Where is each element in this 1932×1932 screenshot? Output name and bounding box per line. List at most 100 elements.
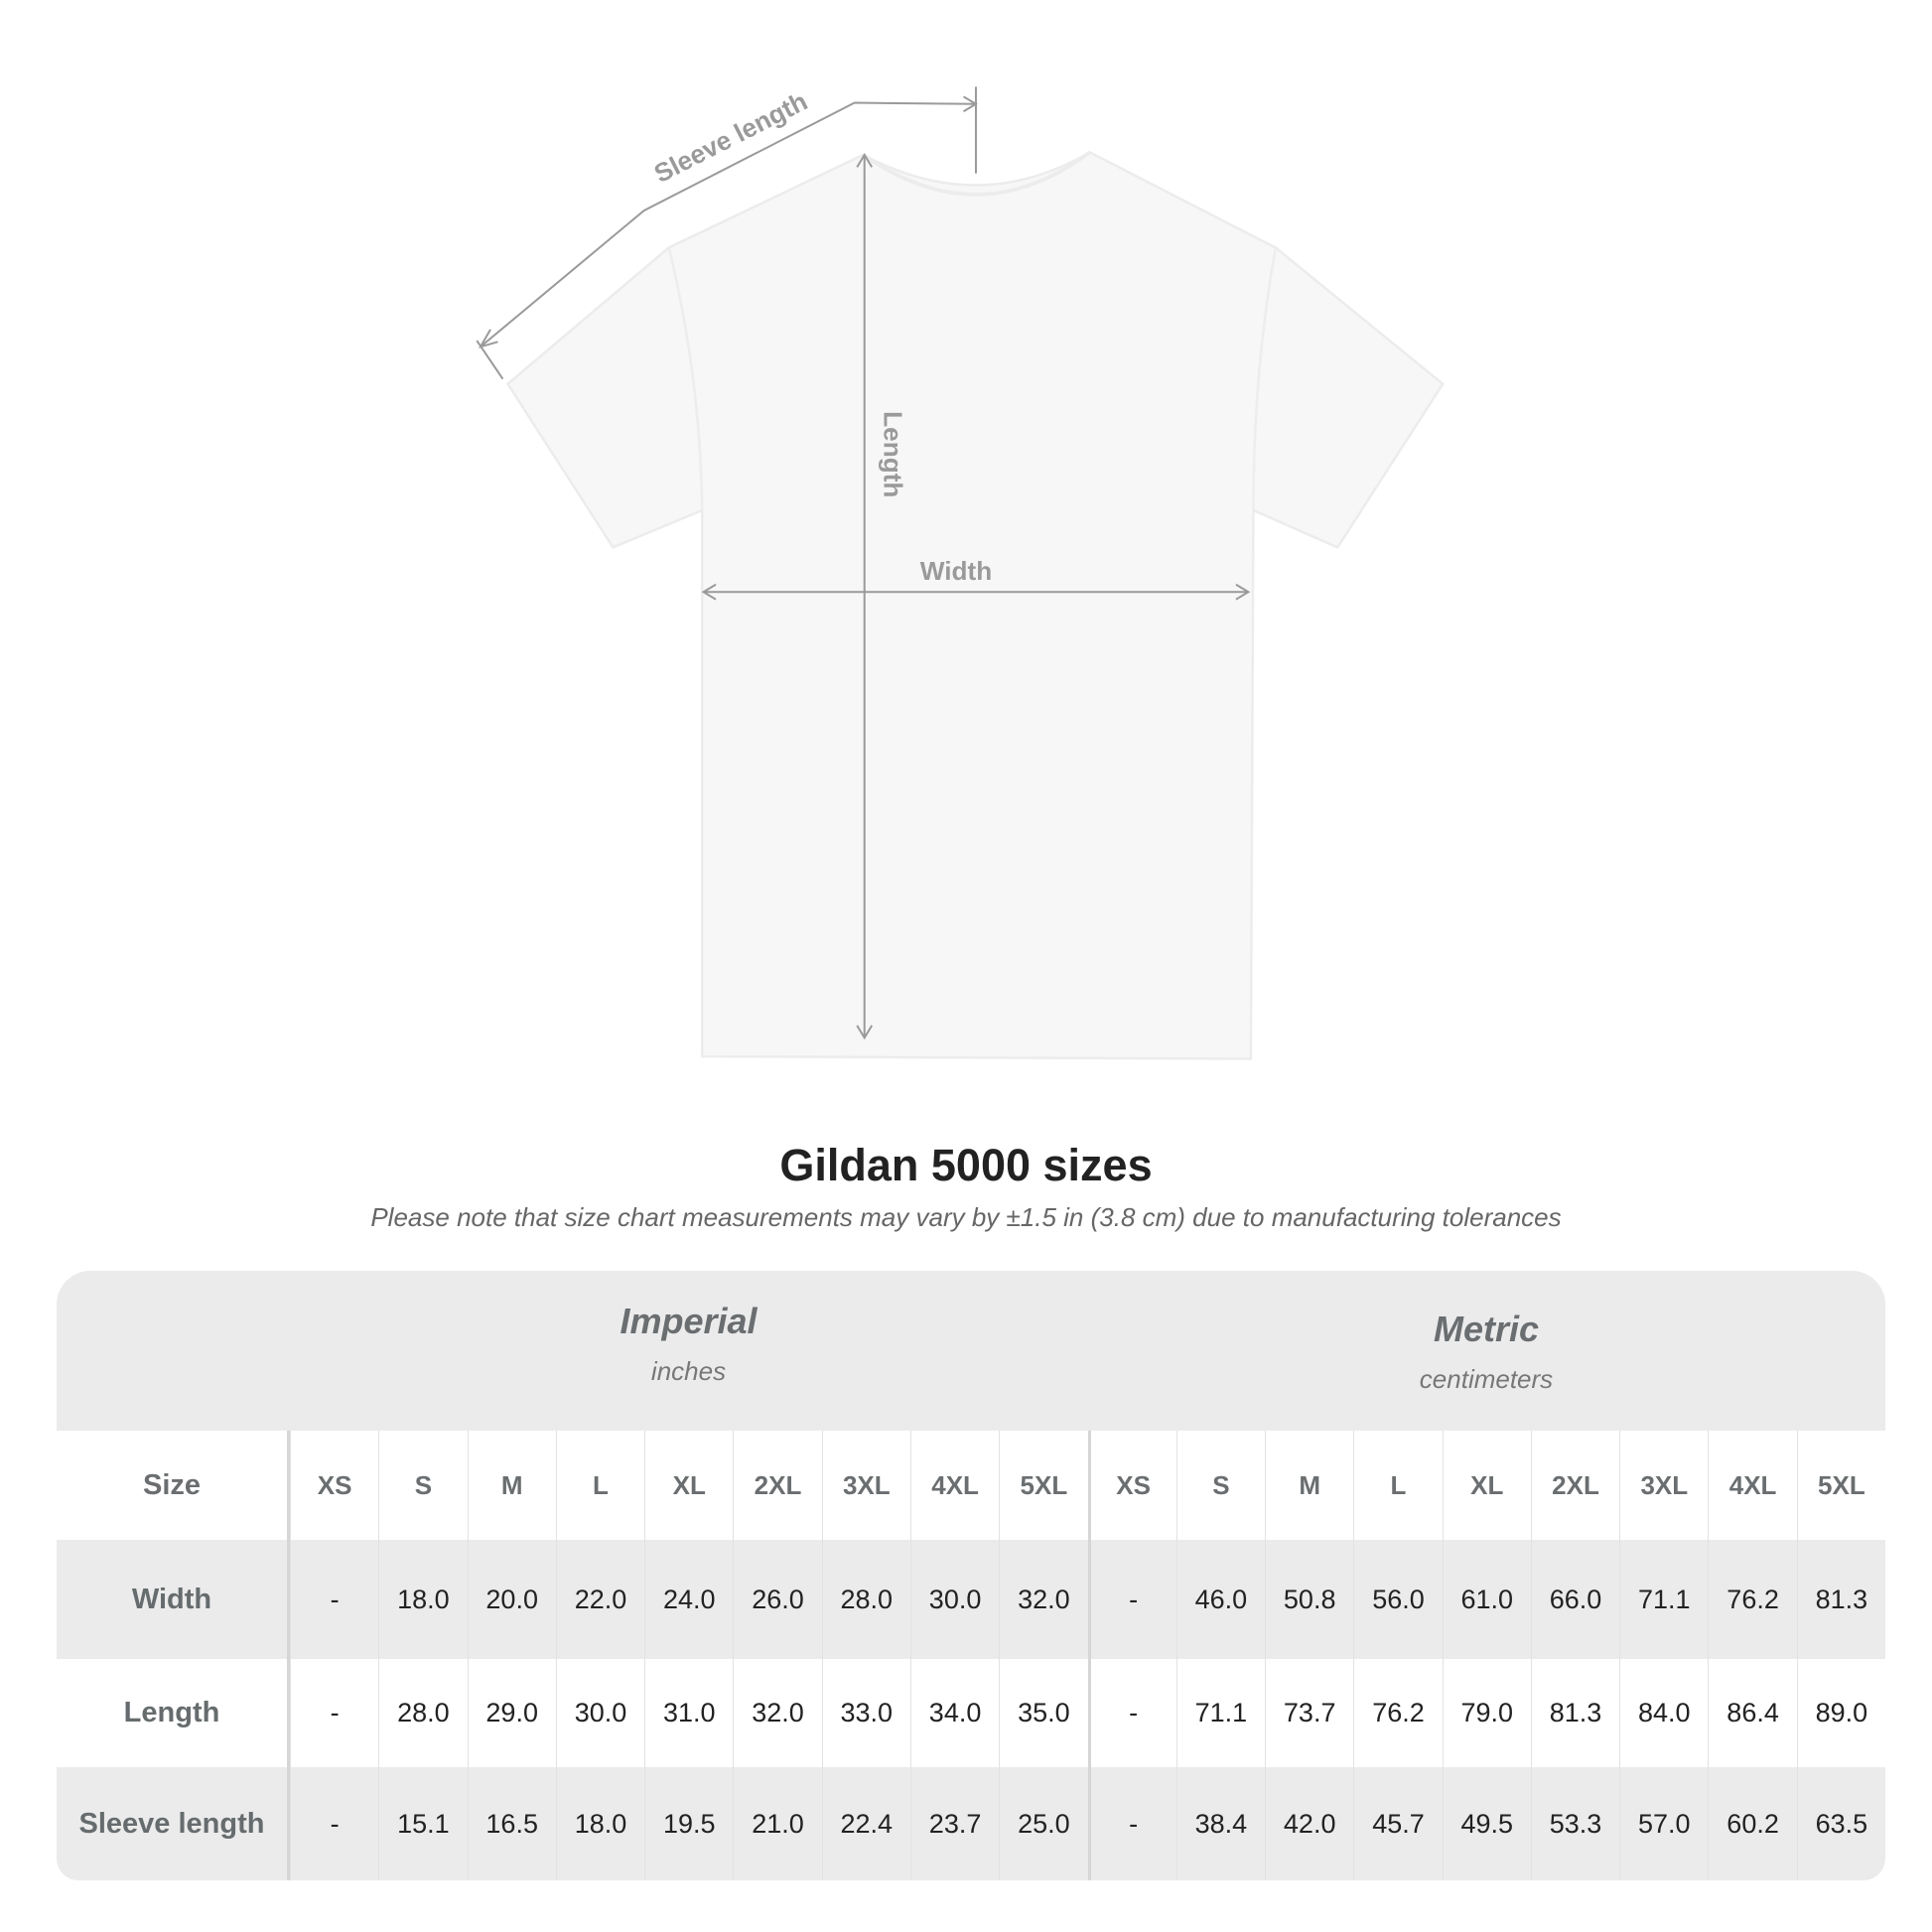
- value-cell: 81.3: [1796, 1540, 1885, 1659]
- value-cell: -: [290, 1659, 378, 1767]
- value-cell: 63.5: [1796, 1767, 1885, 1880]
- value-cell: 57.0: [1619, 1767, 1708, 1880]
- table-row: Width -18.0 20.0 22.0 24.0 26.0 28.0 30.0 32.0-4…: [57, 1540, 1885, 1659]
- collar-seam: [862, 150, 1091, 197]
- value-cell: 30.0: [909, 1540, 999, 1659]
- value-cell: 76.2: [1353, 1659, 1442, 1767]
- length-arrow-top-icon: [856, 152, 874, 168]
- size-header-cell: 4XL: [909, 1431, 999, 1540]
- size-chart-table: Imperial inches Metric centimeters Size X…: [57, 1271, 1885, 1880]
- size-header-cell: 3XL: [1619, 1431, 1708, 1540]
- size-header-cell: 5XL: [999, 1431, 1087, 1540]
- table-row: Sleeve length -15.1 16.5 18.0 19.5 21.0 22.4 23…: [57, 1767, 1885, 1880]
- value-cell: 49.5: [1442, 1767, 1531, 1880]
- value-cell: 32.0: [999, 1540, 1087, 1659]
- value-cell: 84.0: [1619, 1659, 1708, 1767]
- value-cell: -: [290, 1540, 378, 1659]
- row-label: Length: [57, 1659, 290, 1767]
- size-header-cell: M: [467, 1431, 556, 1540]
- size-header-cell: S: [1175, 1431, 1265, 1540]
- size-header-cell: XL: [1442, 1431, 1531, 1540]
- value-cell: 46.0: [1175, 1540, 1265, 1659]
- value-cell: 18.0: [378, 1540, 467, 1659]
- value-cell: 23.7: [909, 1767, 999, 1880]
- value-cell: 73.7: [1265, 1659, 1353, 1767]
- size-header-cell: XL: [644, 1431, 733, 1540]
- size-header-cell: L: [1353, 1431, 1442, 1540]
- sleeve-arrow-right-icon: [962, 95, 978, 113]
- length-arrow-bottom-icon: [856, 1025, 874, 1040]
- value-cell: 53.3: [1530, 1767, 1619, 1880]
- sleeve-seam-right: [1252, 247, 1278, 510]
- size-header-cell: S: [378, 1431, 467, 1540]
- imperial-title: Imperial: [620, 1301, 758, 1341]
- value-cell: 32.0: [733, 1659, 821, 1767]
- metric-header: Metric centimeters: [1087, 1309, 1885, 1395]
- value-cell: 61.0: [1442, 1540, 1531, 1659]
- value-cell: 28.0: [378, 1659, 467, 1767]
- value-cell: 16.5: [467, 1767, 556, 1880]
- size-header-cell: 5XL: [1796, 1431, 1885, 1540]
- size-header-cell: XS: [1087, 1431, 1176, 1540]
- table-header: Imperial inches Metric centimeters: [57, 1271, 1885, 1431]
- size-header-cell: M: [1265, 1431, 1353, 1540]
- value-cell: 35.0: [999, 1659, 1087, 1767]
- value-cell: 18.0: [555, 1767, 644, 1880]
- sleeve-seam-left: [667, 247, 704, 510]
- value-cell: 21.0: [733, 1767, 821, 1880]
- value-cell: 34.0: [909, 1659, 999, 1767]
- value-cell: 28.0: [821, 1540, 910, 1659]
- size-header-cell: 4XL: [1708, 1431, 1796, 1540]
- value-cell: -: [1087, 1540, 1176, 1659]
- row-label: Sleeve length: [57, 1767, 290, 1880]
- row-label: Size: [57, 1431, 290, 1540]
- value-cell: 60.2: [1708, 1767, 1796, 1880]
- size-header-cell: L: [555, 1431, 644, 1540]
- length-label: Length: [879, 411, 908, 497]
- value-cell: 81.3: [1530, 1659, 1619, 1767]
- value-cell: 22.0: [555, 1540, 644, 1659]
- imperial-unit: inches: [650, 1356, 727, 1386]
- tolerance-note: Please note that size chart measurements…: [370, 1202, 1562, 1232]
- value-cell: 20.0: [467, 1540, 556, 1659]
- value-cell: 30.0: [555, 1659, 644, 1767]
- value-cell: 38.4: [1175, 1767, 1265, 1880]
- value-cell: 24.0: [644, 1540, 733, 1659]
- metric-unit: centimeters: [1419, 1364, 1554, 1394]
- value-cell: 15.1: [378, 1767, 467, 1880]
- value-cell: -: [290, 1767, 378, 1880]
- value-cell: 31.0: [644, 1659, 733, 1767]
- value-cell: 33.0: [821, 1659, 910, 1767]
- value-cell: -: [1087, 1767, 1176, 1880]
- width-label: Width: [920, 556, 992, 586]
- value-cell: 29.0: [467, 1659, 556, 1767]
- value-cell: 42.0: [1265, 1767, 1353, 1880]
- value-cell: 19.5: [644, 1767, 733, 1880]
- value-cell: 79.0: [1442, 1659, 1531, 1767]
- value-cell: 56.0: [1353, 1540, 1442, 1659]
- size-row: Size XS S M L XL 2XL 3XL 4XL 5XL XS S M L XL 2XL 3XL 4XL 5…: [57, 1431, 1885, 1540]
- row-label: Width: [57, 1540, 290, 1659]
- tshirt-shape: [505, 151, 1445, 1060]
- imperial-header: Imperial inches: [290, 1301, 1087, 1387]
- value-cell: 45.7: [1353, 1767, 1442, 1880]
- value-cell: 22.4: [821, 1767, 910, 1880]
- table-row: Length -28.0 29.0 30.0 31.0 32.0 33.0 34.0 35.0-…: [57, 1659, 1885, 1767]
- width-arrow-right-icon: [1235, 583, 1251, 601]
- value-cell: 25.0: [999, 1767, 1087, 1880]
- size-header-cell: XS: [290, 1431, 378, 1540]
- value-cell: 71.1: [1175, 1659, 1265, 1767]
- value-cell: 76.2: [1708, 1540, 1796, 1659]
- value-cell: 26.0: [733, 1540, 821, 1659]
- value-cell: 89.0: [1796, 1659, 1885, 1767]
- value-cell: 66.0: [1530, 1540, 1619, 1659]
- value-cell: 50.8: [1265, 1540, 1353, 1659]
- size-header-cell: 2XL: [733, 1431, 821, 1540]
- size-header-cell: 3XL: [821, 1431, 910, 1540]
- value-cell: 86.4: [1708, 1659, 1796, 1767]
- value-cell: -: [1087, 1659, 1176, 1767]
- metric-title: Metric: [1433, 1309, 1540, 1349]
- width-arrow-left-icon: [701, 583, 717, 601]
- value-cell: 71.1: [1619, 1540, 1708, 1659]
